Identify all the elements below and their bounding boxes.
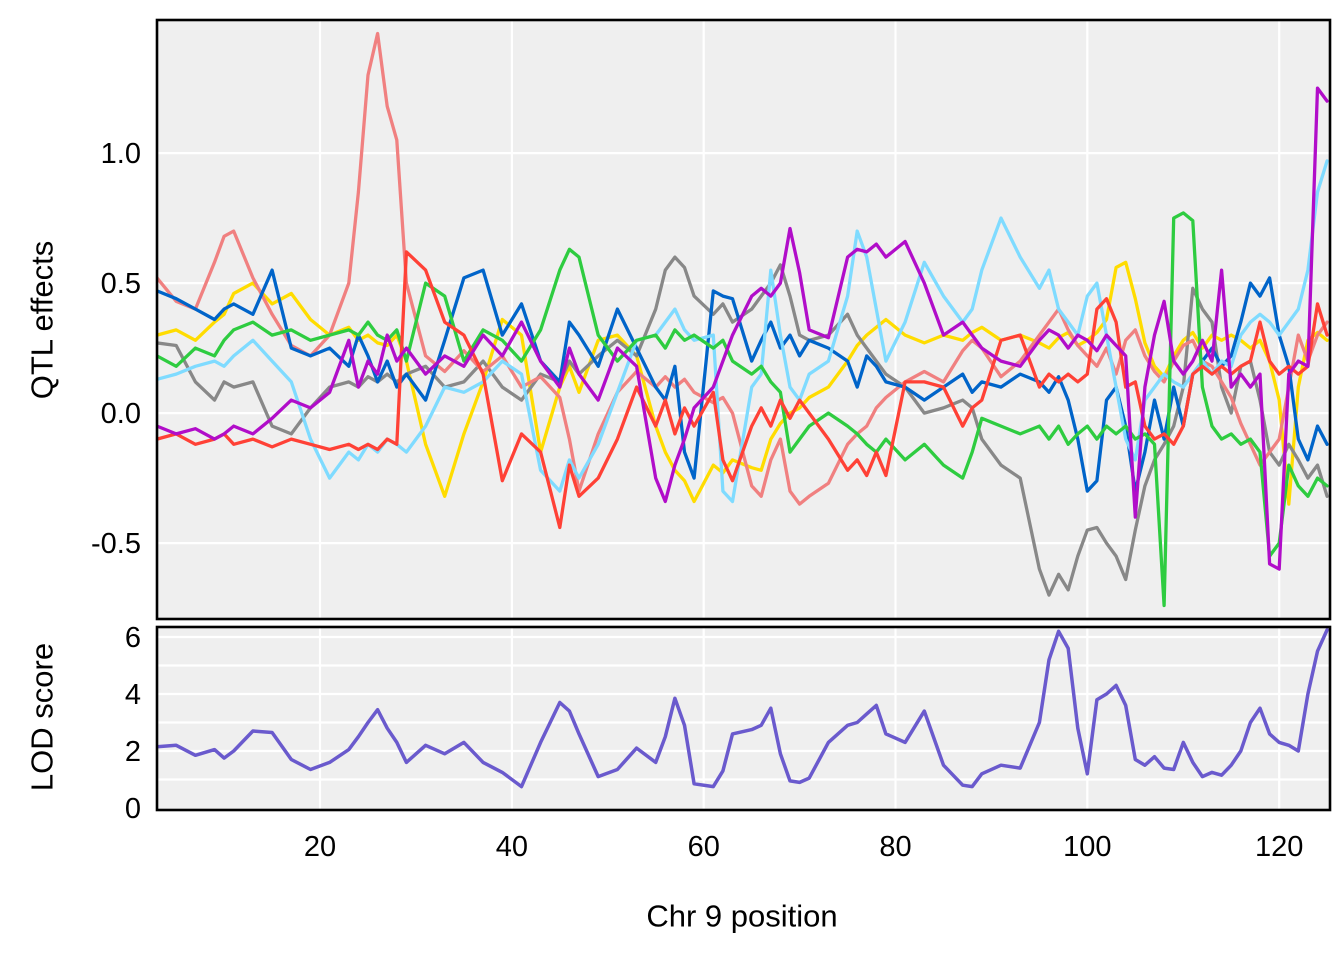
series-line-LOD [157, 628, 1329, 789]
x-tick-label: 40 [496, 831, 528, 863]
qtl-effects-panel-series-group [157, 31, 1329, 608]
qtl-effects-axis-title: QTL effects [24, 240, 60, 400]
series-line-purple [157, 86, 1329, 571]
x-tick-label: 20 [304, 831, 336, 863]
y-tick-label: 4 [125, 679, 141, 711]
series-line-salmon [157, 31, 1329, 506]
x-tick-label: 80 [879, 831, 911, 863]
y-tick-label: 6 [125, 622, 141, 654]
x-axis-title: Chr 9 position [646, 898, 838, 934]
x-tick-label: 120 [1255, 831, 1303, 863]
lod-score-axis-title: LOD score [24, 642, 60, 792]
x-tick-label: 100 [1063, 831, 1111, 863]
lod-panel-background [157, 627, 1330, 810]
y-tick-label: 1.0 [101, 138, 141, 170]
y-tick-label: 0 [125, 793, 141, 825]
qtl-effects-panel-border [155, 18, 1332, 621]
lod-panel-border [155, 625, 1332, 812]
lod-panel-series-group [157, 628, 1329, 789]
series-line-yellow [157, 260, 1329, 506]
y-tick-label: 0.5 [101, 268, 141, 300]
qtl-effects-panel-background [157, 20, 1330, 619]
y-tick-label: 2 [125, 736, 141, 768]
series-line-red [157, 250, 1329, 530]
y-tick-label: -0.5 [91, 528, 141, 560]
y-tick-label: 0.0 [101, 398, 141, 430]
x-tick-label: 60 [688, 831, 720, 863]
